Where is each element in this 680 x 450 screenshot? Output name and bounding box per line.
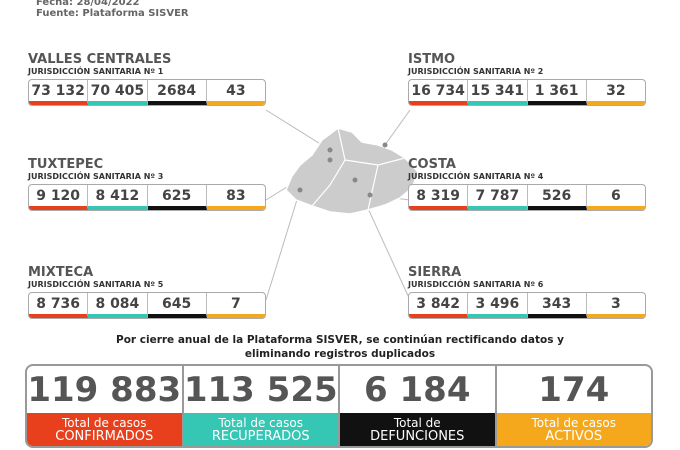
region-box: 73 132 70 405 2684 43: [28, 79, 266, 106]
total-cell: 119 883 Total de casos CONFIRMADOS: [27, 366, 184, 446]
region-value: 70 405: [88, 80, 148, 105]
total-label-top: Total de casos: [531, 415, 616, 430]
region-name: VALLES CENTRALES: [28, 52, 172, 67]
region-jurisdiction: JURISDICCIÓN SANITARIA Nº 3: [28, 172, 164, 181]
region-borders: [311, 127, 406, 211]
notice-line: Por cierre anual de la Plataforma SISVER…: [116, 334, 564, 346]
region-value: 343: [527, 293, 587, 318]
total-value: 6 184: [364, 369, 471, 410]
total-label-bottom: RECUPERADOS: [211, 428, 310, 444]
region-jurisdiction: JURISDICCIÓN SANITARIA Nº 4: [408, 172, 544, 181]
region-jurisdiction: JURISDICCIÓN SANITARIA Nº 5: [28, 280, 164, 289]
total-label: Total de DEFUNCIONES: [340, 413, 495, 446]
region-value: 645: [147, 293, 207, 318]
total-label: Total de casos CONFIRMADOS: [27, 413, 182, 446]
total-cell: 174 Total de casos ACTIVOS: [496, 366, 651, 446]
total-label-top: Total de casos: [62, 415, 147, 430]
region-value: 7 787: [468, 185, 528, 210]
total-value: 174: [538, 369, 610, 410]
region-value: 625: [147, 185, 207, 210]
region-value: 32: [586, 80, 645, 105]
total-label: Total de casos ACTIVOS: [496, 413, 651, 446]
total-label-top: Total de casos: [218, 415, 303, 430]
region-jurisdiction: JURISDICCIÓN SANITARIA Nº 2: [408, 67, 544, 76]
total-value: 113 525: [183, 369, 338, 410]
totals: 119 883 Total de casos CONFIRMADOS 113 525 T…: [25, 364, 653, 448]
region-value: 3 496: [468, 293, 528, 318]
map: [265, 109, 419, 301]
region-box: 16 734 15 341 1 361 32: [408, 79, 646, 106]
region-box: 9 120 8 412 625 83: [28, 184, 266, 211]
region-value: 8 084: [88, 293, 148, 318]
region-name: TUXTEPEC: [28, 157, 104, 172]
date: Fecha: 28/04/2022: [36, 0, 140, 8]
region-value: 43: [206, 80, 265, 105]
region-name: ISTMO: [408, 52, 456, 67]
region-name: COSTA: [408, 157, 456, 172]
total-label-bottom: ACTIVOS: [545, 428, 603, 444]
region-value: 2684: [147, 80, 207, 105]
region-value: 8 412: [88, 185, 148, 210]
notice-line: eliminando registros duplicados: [244, 348, 436, 360]
region-name: SIERRA: [408, 265, 462, 280]
map-dots: [297, 142, 388, 198]
region-jurisdiction: JURISDICCIÓN SANITARIA Nº 1: [28, 67, 164, 76]
oaxaca-shape: [285, 127, 419, 215]
total-cell: 113 525 Total de casos RECUPERADOS: [183, 366, 340, 446]
region-value: 8 319: [409, 185, 469, 210]
region-box: 3 842 3 496 343 3: [408, 292, 646, 319]
total-value: 119 883: [27, 369, 182, 410]
region-name: MIXTECA: [28, 265, 94, 280]
region-value: 6: [586, 185, 645, 210]
region-value: 16 734: [409, 80, 469, 105]
total-label: Total de casos RECUPERADOS: [183, 413, 338, 446]
total-cell: 6 184 Total de DEFUNCIONES: [340, 366, 497, 446]
region-box: 8 736 8 084 645 7: [28, 292, 266, 319]
region-value: 3: [586, 293, 645, 318]
region-value: 73 132: [29, 80, 89, 105]
region-jurisdiction: JURISDICCIÓN SANITARIA Nº 6: [408, 280, 544, 289]
source: Fuente: Plataforma SISVER: [36, 8, 189, 19]
region-value: 9 120: [29, 185, 89, 210]
region-value: 3 842: [409, 293, 469, 318]
total-label-top: Total de: [393, 415, 441, 430]
region-value: 7: [206, 293, 265, 318]
region-value: 8 736: [29, 293, 89, 318]
region-value: 526: [527, 185, 587, 210]
region-box: 8 319 7 787 526 6: [408, 184, 646, 211]
region-value: 1 361: [527, 80, 587, 105]
region-value: 15 341: [468, 80, 528, 105]
region-value: 83: [206, 185, 265, 210]
total-label-bottom: DEFUNCIONES: [370, 428, 465, 444]
total-label-bottom: CONFIRMADOS: [55, 428, 154, 444]
